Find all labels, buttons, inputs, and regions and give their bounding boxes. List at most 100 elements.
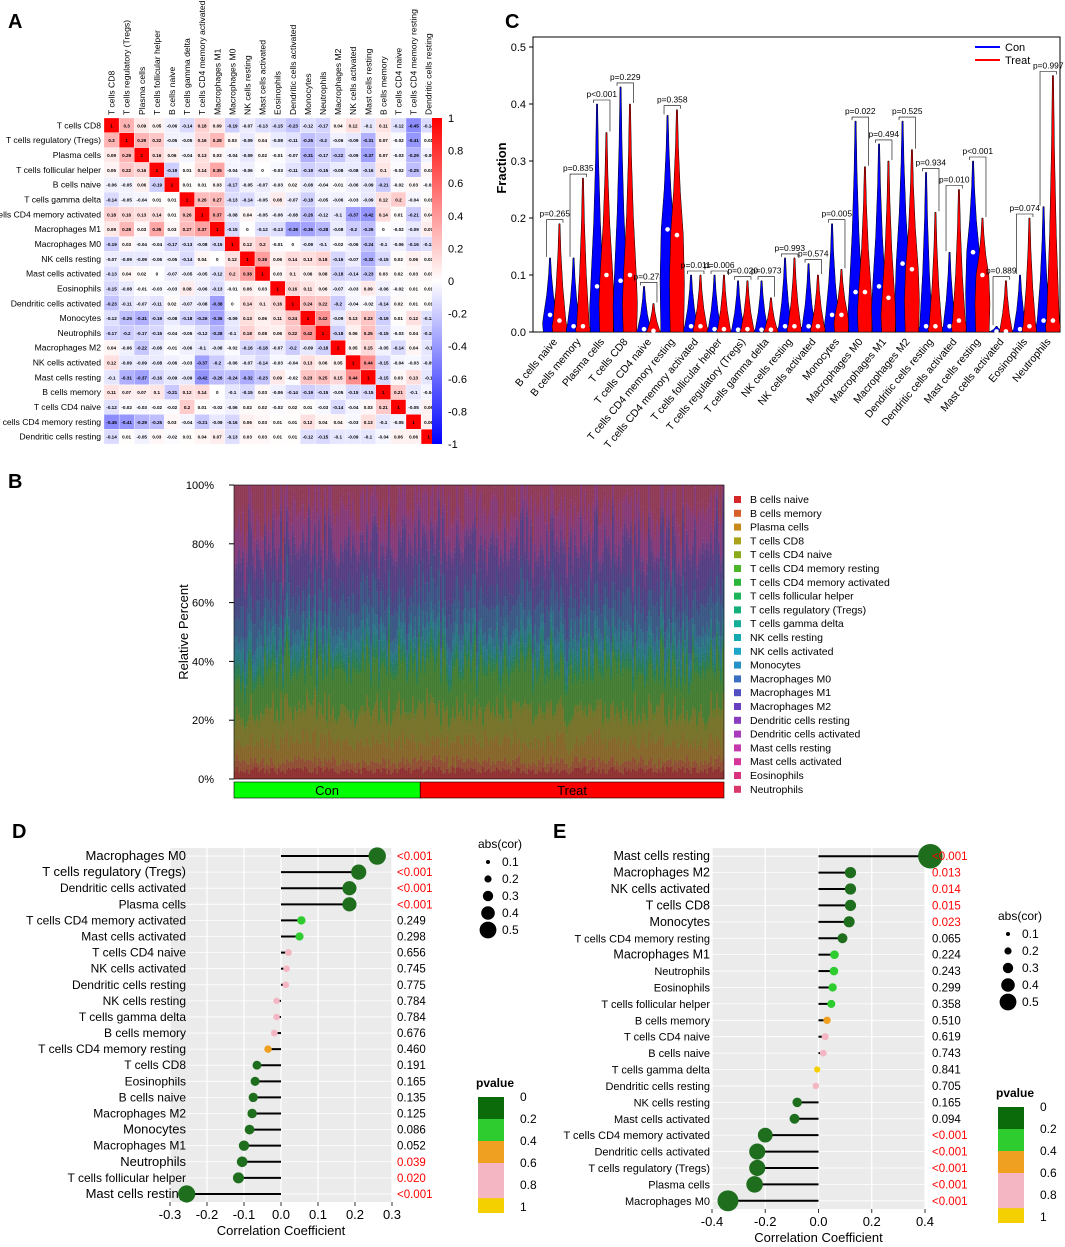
stacked-bar-segment (364, 627, 367, 641)
stacked-bar-segment (276, 650, 279, 659)
stacked-bar-segment (238, 713, 241, 721)
stacked-bar-segment (468, 650, 471, 658)
stacked-bar-segment (358, 485, 361, 512)
stacked-bar-segment (322, 585, 325, 592)
stacked-bar-segment (246, 533, 249, 536)
stacked-bar-segment (460, 552, 463, 566)
stacked-bar-segment (434, 754, 437, 768)
stacked-bar-segment (476, 670, 479, 678)
stacked-bar-segment (484, 581, 487, 606)
stacked-bar-segment (260, 654, 263, 664)
stacked-bar-segment (334, 503, 337, 518)
stacked-bar-segment (242, 772, 245, 779)
stacked-bar-segment (296, 630, 299, 646)
stacked-bar-segment (316, 669, 319, 677)
stacked-bar-segment (314, 525, 317, 534)
stacked-bar-segment (448, 665, 451, 671)
stacked-bar-segment (254, 566, 257, 572)
stacked-bar-segment (294, 657, 297, 665)
stacked-bar-segment (308, 699, 311, 707)
stacked-bar-segment (238, 668, 241, 676)
violin-median-dot (900, 261, 905, 266)
stacked-bar-segment (300, 657, 303, 663)
stacked-bar-segment (358, 533, 361, 552)
stacked-bar-segment (280, 583, 283, 616)
stacked-bar-segment (432, 641, 435, 650)
stacked-bar-segment (370, 532, 373, 540)
stacked-bar-segment (266, 769, 269, 779)
stacked-bar-segment (468, 493, 471, 498)
stacked-bar-segment (392, 522, 395, 525)
stacked-bar-segment (484, 712, 487, 731)
stacked-bar-segment (234, 602, 237, 621)
stacked-bar-segment (366, 622, 369, 632)
stacked-bar-segment (352, 578, 355, 594)
stacked-bar-segment (318, 641, 321, 644)
stacked-bar-segment (454, 667, 457, 719)
stacked-bar-segment (340, 501, 343, 540)
stacked-bar-segment (284, 490, 287, 495)
stacked-bar-segment (368, 586, 371, 598)
stacked-bar-segment (408, 517, 411, 534)
stacked-bar-segment (410, 657, 413, 712)
heatmap-cell-value: -0.19 (152, 316, 163, 321)
stacked-bar-segment (268, 665, 271, 670)
stacked-bar-segment (444, 508, 447, 539)
stacked-bar-segment (250, 632, 253, 641)
violin-pvalue: p=0.010 (939, 175, 970, 185)
stacked-bar-segment (384, 525, 387, 531)
stacked-bar-segment (360, 542, 363, 567)
stacked-bar-segment (280, 648, 283, 655)
stacked-bar-segment (300, 716, 303, 744)
stacked-bar-segment (418, 616, 421, 625)
stacked-bar-segment (336, 665, 339, 670)
stacked-bar-segment (374, 580, 377, 614)
stacked-bar-segment (400, 501, 403, 537)
stacked-bar-segment (424, 658, 427, 661)
stacked-bar-segment (278, 651, 281, 656)
stacked-bar-segment (452, 527, 455, 552)
heatmap-cell-value: 0.12 (228, 257, 237, 262)
stacked-bar-segment (468, 485, 471, 494)
heatmap-cell-value: 0.03 (409, 183, 418, 188)
stacked-bar-segment (480, 748, 483, 765)
stacked-bar-segment (296, 737, 299, 760)
stacked-bar-segment (238, 772, 241, 779)
stacked-bar-segment (426, 654, 429, 659)
stacked-bar-segment (236, 615, 239, 636)
stacked-bar-segment (322, 765, 325, 772)
stacked-bar-segment (270, 566, 273, 599)
stacked-bar-segment (382, 663, 385, 709)
stacked-bar-segment (476, 526, 479, 530)
stacked-bar-segment (250, 494, 253, 523)
stacked-bar-segment (470, 662, 473, 666)
stacked-bar-segment (246, 553, 249, 562)
stacked-bar-segment (314, 633, 317, 638)
stacked-bar-segment (492, 524, 495, 532)
stacked-bar-segment (354, 729, 357, 750)
heatmap-cell-value: -0.18 (333, 272, 344, 277)
stacked-bar-segment (234, 518, 237, 526)
violin-median-dot (688, 324, 694, 329)
stacked-bar-segment (242, 672, 245, 681)
stacked-bar-segment (480, 586, 483, 619)
stacked-bar-segment (298, 661, 301, 669)
stacked-bar-segment (422, 773, 425, 779)
stacked-bar-segment (342, 551, 345, 564)
stacked-bar-segment (354, 521, 357, 541)
stacked-bar-segment (294, 485, 297, 493)
stacked-bar-segment (362, 713, 365, 746)
stacked-bar-segment (264, 766, 267, 774)
stacked-bar-segment (406, 677, 409, 682)
stacked-bar-segment (340, 763, 343, 771)
heatmap-cell-value: 0.06 (243, 420, 252, 425)
stacked-bar-segment (470, 678, 473, 683)
stacked-bar-segment (412, 587, 415, 605)
stacked-bar-segment (412, 501, 415, 517)
stacked-bar-segment (384, 768, 387, 779)
stacked-bar-segment (494, 771, 497, 779)
stacked-bar-segment (388, 485, 391, 504)
heatmap-cell-value: -0.05 (167, 138, 178, 143)
stacked-bar-segment (368, 516, 371, 524)
stacked-bar-segment (476, 772, 479, 779)
